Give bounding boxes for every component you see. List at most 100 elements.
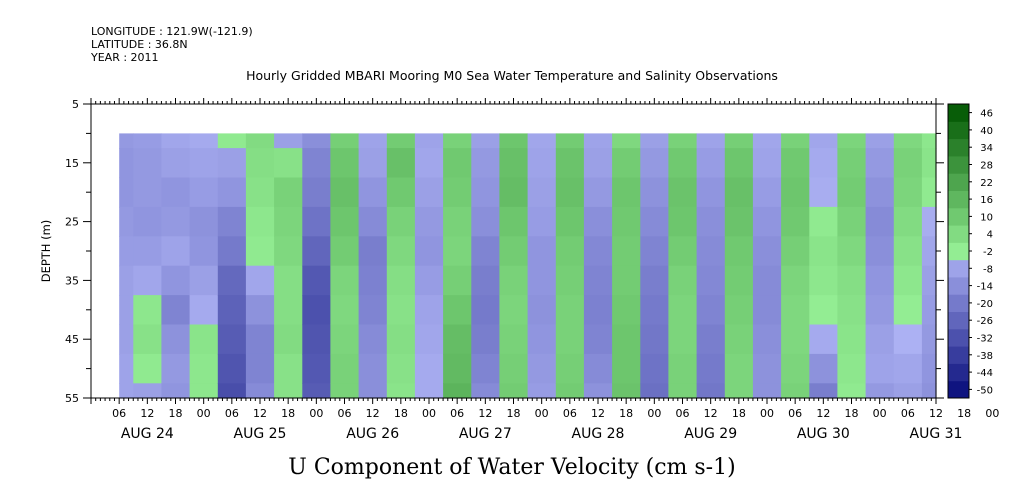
heatmap-cell bbox=[161, 383, 191, 399]
heatmap-cell bbox=[443, 206, 472, 237]
heatmap-cell bbox=[189, 295, 219, 326]
heatmap-cell bbox=[640, 324, 670, 355]
heatmap-cell bbox=[527, 236, 557, 267]
heatmap-cell bbox=[161, 353, 191, 384]
heatmap-cell bbox=[583, 177, 613, 208]
heatmap-cell bbox=[640, 265, 670, 296]
heatmap-cell bbox=[809, 177, 839, 208]
heatmap-cell bbox=[471, 265, 501, 296]
heatmap-cell bbox=[696, 148, 726, 179]
x-tick-label: 12 bbox=[929, 407, 943, 420]
heatmap-cell bbox=[302, 295, 332, 326]
heatmap-cell bbox=[640, 177, 670, 208]
heatmap-cell bbox=[921, 206, 937, 237]
heatmap-cell bbox=[555, 265, 585, 296]
heatmap-cell bbox=[612, 177, 641, 208]
heatmap-cell bbox=[527, 177, 557, 208]
heatmap-cell bbox=[302, 265, 332, 296]
heatmap-cell bbox=[893, 206, 923, 237]
heatmap-cell bbox=[865, 353, 895, 384]
heatmap-cell bbox=[217, 353, 247, 384]
heatmap-cell bbox=[921, 148, 937, 179]
colorbar-swatch bbox=[948, 259, 969, 278]
heatmap-cell bbox=[245, 295, 275, 326]
heatmap-cell bbox=[471, 177, 501, 208]
colorbar-label: 10 bbox=[980, 212, 993, 223]
heatmap-cell bbox=[668, 236, 698, 267]
heatmap-cell bbox=[499, 324, 529, 355]
heatmap-cell bbox=[189, 148, 219, 179]
heatmap-cell bbox=[386, 383, 416, 399]
heatmap-cell bbox=[640, 383, 670, 399]
y-tick-label: 45 bbox=[65, 333, 79, 346]
heatmap-cell bbox=[752, 206, 782, 237]
heatmap-cell bbox=[245, 148, 275, 179]
heatmap-cell bbox=[893, 236, 923, 267]
x-day-label: AUG 26 bbox=[346, 426, 399, 442]
heatmap-cell bbox=[865, 148, 895, 179]
heatmap-cell bbox=[443, 295, 472, 326]
heatmap-cell bbox=[161, 148, 191, 179]
x-tick-label: 00 bbox=[422, 407, 436, 420]
heatmap-cell bbox=[555, 177, 585, 208]
heatmap-cell bbox=[612, 353, 641, 384]
heatmap-cell bbox=[119, 353, 134, 384]
heatmap-cell bbox=[893, 295, 923, 326]
heatmap-cell bbox=[471, 236, 501, 267]
heatmap-cell bbox=[583, 353, 613, 384]
heatmap-cell bbox=[668, 177, 698, 208]
heatmap-cell bbox=[245, 383, 275, 399]
heatmap-cell bbox=[809, 148, 839, 179]
heatmap-cell bbox=[696, 177, 726, 208]
heatmap-cell bbox=[471, 324, 501, 355]
colorbar-swatch bbox=[948, 276, 969, 295]
heatmap-cell bbox=[921, 295, 937, 326]
heatmap-cell bbox=[752, 236, 782, 267]
heatmap-cell bbox=[217, 236, 247, 267]
heatmap-cell bbox=[119, 177, 134, 208]
heatmap-cell bbox=[217, 383, 247, 399]
heatmap-cell bbox=[809, 353, 839, 384]
colorbar-label: 40 bbox=[980, 126, 993, 137]
heatmap-cell bbox=[189, 324, 219, 355]
heatmap-cell bbox=[499, 265, 529, 296]
heatmap-cell bbox=[640, 206, 670, 237]
y-tick-label: 15 bbox=[65, 157, 79, 170]
x-tick-label: 00 bbox=[309, 407, 323, 420]
x-tick-label: 00 bbox=[535, 407, 549, 420]
x-tick-label: 00 bbox=[647, 407, 661, 420]
heatmap-cell bbox=[133, 177, 163, 208]
colorbar-swatch bbox=[948, 207, 969, 226]
heatmap-cell bbox=[921, 236, 937, 267]
heatmap-cell bbox=[921, 177, 937, 208]
x-tick-label: 06 bbox=[901, 407, 915, 420]
heatmap-cell bbox=[555, 148, 585, 179]
heatmap-cell bbox=[724, 206, 754, 237]
heatmap-cell bbox=[555, 133, 585, 149]
heatmap-cell bbox=[640, 353, 670, 384]
x-day-label: AUG 25 bbox=[234, 426, 287, 442]
heatmap-cell bbox=[583, 206, 613, 237]
heatmap-cell bbox=[668, 383, 698, 399]
heatmap-cell bbox=[668, 295, 698, 326]
x-tick-label: 18 bbox=[394, 407, 408, 420]
heatmap-cell bbox=[189, 383, 219, 399]
heatmap-cell bbox=[527, 324, 557, 355]
x-tick-label: 12 bbox=[253, 407, 267, 420]
heatmap-cell bbox=[921, 265, 937, 296]
heatmap-cell bbox=[119, 236, 134, 267]
x-tick-label: 18 bbox=[281, 407, 295, 420]
colorbar-label: -44 bbox=[977, 368, 993, 379]
heatmap-cell bbox=[668, 133, 698, 149]
heatmap-cell bbox=[865, 383, 895, 399]
heatmap-cell bbox=[809, 206, 839, 237]
heatmap-cell bbox=[443, 133, 472, 149]
heatmap-cell bbox=[583, 295, 613, 326]
heatmap-cell bbox=[245, 236, 275, 267]
heatmap-cell bbox=[217, 133, 247, 149]
heatmap-cell bbox=[809, 133, 839, 149]
colorbar-swatch bbox=[948, 363, 969, 382]
heatmap-cell bbox=[724, 148, 754, 179]
x-tick-label: 06 bbox=[450, 407, 464, 420]
heatmap-cell bbox=[245, 177, 275, 208]
